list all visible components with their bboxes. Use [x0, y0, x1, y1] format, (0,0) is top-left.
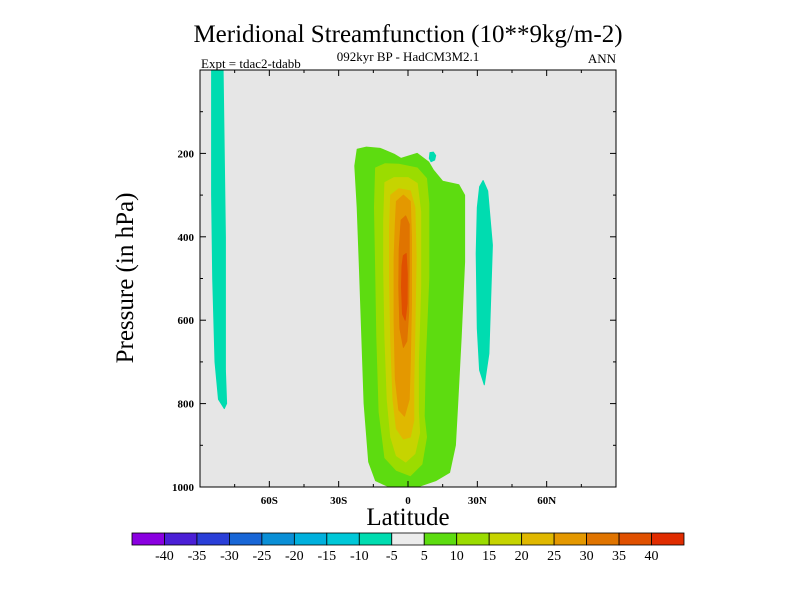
colorbar-swatch [229, 532, 263, 546]
colorbar-label: -25 [253, 549, 272, 564]
colorbar-swatch [293, 532, 328, 546]
contour-negative-band-south [211, 70, 228, 410]
colorbar-label: -5 [386, 549, 398, 564]
colorbar-label: 30 [580, 549, 594, 564]
colorbar-swatch [651, 532, 685, 546]
colorbar-label: 5 [421, 549, 428, 564]
colorbar-swatch [131, 532, 165, 546]
colorbar-swatch [586, 532, 620, 546]
subtitle-center: 092kyr BP - HadCM3M2.1 [337, 49, 480, 64]
x-tick-label: 60S [261, 495, 278, 507]
colorbar-label: -40 [155, 549, 174, 564]
x-tick-label: 30N [468, 495, 487, 507]
contour-negative-speck [428, 151, 437, 163]
colorbar-swatch [553, 532, 587, 546]
y-tick-label: 400 [178, 232, 195, 244]
subtitle-left: Expt = tdac2-tdabb [201, 56, 301, 71]
colorbar-label: 20 [515, 549, 529, 564]
colorbar-label: -15 [317, 549, 336, 564]
colorbar-swatch [488, 532, 523, 546]
colorbar-label: 10 [450, 549, 464, 564]
contour-negative-blob-north [475, 180, 493, 386]
colorbar-label: 35 [612, 549, 626, 564]
colorbar-swatch [391, 532, 425, 546]
colorbar: -40 -35 -30 -25 -20 -15 -10 -5 5 10 15 20 25 30 35 40 [131, 532, 685, 564]
y-tick-label: 600 [178, 315, 195, 327]
chart-title: Meridional Streamfunction (10**9kg/m-2) [193, 21, 622, 48]
colorbar-swatch [196, 532, 230, 546]
colorbar-label: -35 [188, 549, 207, 564]
colorbar-swatch [423, 532, 458, 546]
colorbar-swatch [358, 532, 393, 546]
colorbar-swatch [618, 532, 652, 546]
colorbar-swatch [456, 532, 490, 546]
colorbar-label: 25 [547, 549, 561, 564]
colorbar-label: 40 [645, 549, 659, 564]
subtitle-right: ANN [588, 51, 617, 66]
x-axis-label: Latitude [366, 504, 449, 531]
colorbar-swatch [521, 532, 555, 546]
colorbar-swatch [261, 532, 295, 546]
y-tick-label: 800 [178, 399, 195, 411]
y-tick-label: 1000 [172, 482, 195, 494]
x-tick-label: 30S [330, 495, 347, 507]
colorbar-label: 15 [482, 549, 496, 564]
colorbar-label: -20 [285, 549, 304, 564]
colorbar-swatch [326, 532, 360, 546]
x-tick-label: 60N [537, 495, 556, 507]
plot-frame [199, 69, 617, 488]
colorbar-label: -10 [350, 549, 369, 564]
colorbar-label: -30 [220, 549, 239, 564]
colorbar-swatch [164, 532, 198, 546]
y-tick-label: 200 [178, 148, 195, 160]
y-axis-label: Pressure (in hPa) [112, 193, 139, 364]
contour-positive-level-35 [401, 253, 408, 321]
x-tick-label: 0 [405, 495, 411, 507]
